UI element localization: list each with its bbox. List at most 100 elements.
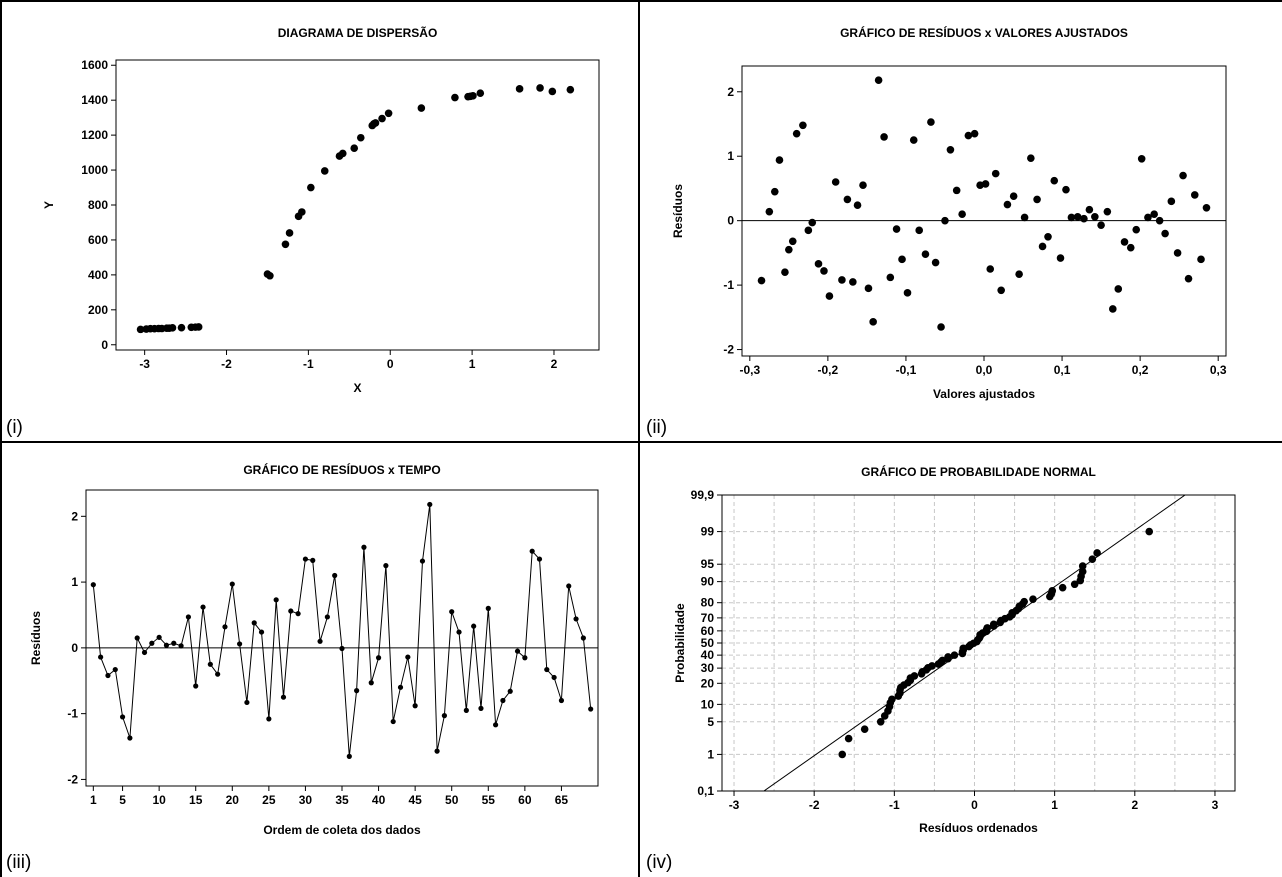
data-point (280, 694, 287, 700)
y-tick-label: 5 (707, 715, 714, 729)
data-point (1114, 285, 1123, 293)
y-tick-label: 20 (701, 676, 715, 690)
data-point (915, 226, 924, 235)
data-point (266, 271, 274, 280)
data-point (892, 225, 901, 233)
data-point (119, 714, 126, 720)
data-point (931, 258, 940, 267)
y-tick-label: -1 (723, 278, 734, 292)
data-point (244, 699, 250, 706)
data-point (229, 581, 235, 587)
data-point (991, 169, 1000, 178)
data-point (937, 323, 945, 331)
data-point (838, 750, 847, 759)
data-point (981, 180, 990, 188)
x-tick-label: 0,2 (1132, 363, 1149, 377)
data-point (427, 501, 433, 508)
y-tick-label: 70 (701, 611, 715, 625)
y-tick-label: 1000 (81, 163, 108, 177)
data-point (853, 201, 862, 209)
y-tick-label: 2 (71, 509, 78, 523)
panel-label: (ii) (646, 417, 668, 438)
data-point (874, 76, 883, 84)
data-point (775, 156, 784, 164)
data-point (1155, 216, 1164, 225)
y-tick-label: 0 (71, 641, 78, 655)
data-point (849, 278, 857, 286)
data-point (986, 265, 995, 273)
data-point (478, 705, 484, 711)
x-tick-label: 2 (1131, 798, 1138, 812)
data-point (469, 92, 477, 100)
data-point (361, 544, 367, 550)
x-tick-label: 1 (469, 357, 476, 371)
x-axis-label: X (353, 381, 361, 395)
x-tick-label: 45 (408, 793, 422, 807)
data-point (946, 145, 955, 154)
data-point (765, 207, 774, 216)
data-point (251, 620, 257, 626)
x-tick-label: 1 (90, 793, 97, 807)
data-point (485, 605, 491, 611)
data-point (1085, 205, 1094, 214)
data-point (310, 557, 316, 563)
data-point (1062, 185, 1070, 194)
x-tick-label: 40 (372, 793, 386, 807)
data-point (1073, 213, 1082, 221)
data-point (1009, 192, 1018, 200)
data-point (781, 268, 789, 277)
x-tick-label: -0,3 (739, 363, 760, 377)
data-point (1080, 214, 1088, 223)
data-point (288, 608, 294, 614)
y-tick-label: 2 (727, 85, 734, 99)
data-point (1029, 595, 1037, 603)
data-point (156, 634, 162, 640)
data-point (1161, 229, 1169, 238)
data-point (1103, 207, 1112, 216)
data-point (799, 121, 807, 130)
data-point (1088, 555, 1097, 563)
data-point (1056, 254, 1065, 262)
data-point (1132, 225, 1141, 234)
data-point (536, 84, 544, 92)
data-point (1184, 274, 1193, 283)
data-point (566, 85, 575, 94)
data-point (1145, 527, 1154, 536)
data-point (1097, 221, 1105, 229)
x-tick-label: 65 (555, 793, 569, 807)
data-point (419, 558, 426, 564)
data-point (814, 260, 823, 268)
data-point (1197, 255, 1205, 264)
data-point (295, 611, 301, 617)
data-point (194, 323, 203, 331)
data-point (493, 722, 499, 728)
x-tick-label: 2 (551, 357, 558, 371)
data-point (1190, 191, 1199, 199)
data-point (844, 734, 853, 743)
data-point (514, 648, 521, 654)
x-tick-label: 55 (482, 793, 496, 807)
x-tick-label: 10 (152, 793, 166, 807)
data-point (927, 118, 935, 126)
data-point (838, 276, 846, 284)
data-point (449, 609, 455, 615)
chart-title: GRÁFICO DE PROBABILIDADE NORMAL (861, 464, 1096, 479)
data-point (888, 695, 896, 704)
x-tick-label: 0 (971, 798, 978, 812)
data-point (136, 325, 145, 334)
data-point (368, 680, 374, 686)
data-point (588, 706, 594, 712)
data-point (1109, 305, 1117, 313)
data-point (880, 133, 888, 141)
x-tick-label: 5 (119, 793, 126, 807)
data-point (1020, 597, 1028, 606)
panel-normal-probability: GRÁFICO DE PROBABILIDADE NORMAL -3 -2 -1 0 1 2… (640, 443, 1282, 877)
x-tick-label: 50 (445, 793, 459, 807)
y-tick-label: 600 (88, 233, 108, 247)
data-point (1144, 213, 1152, 222)
y-axis-label: Resíduos (29, 611, 43, 665)
data-point (405, 654, 411, 660)
data-point (1078, 562, 1087, 570)
data-point (1179, 171, 1187, 180)
